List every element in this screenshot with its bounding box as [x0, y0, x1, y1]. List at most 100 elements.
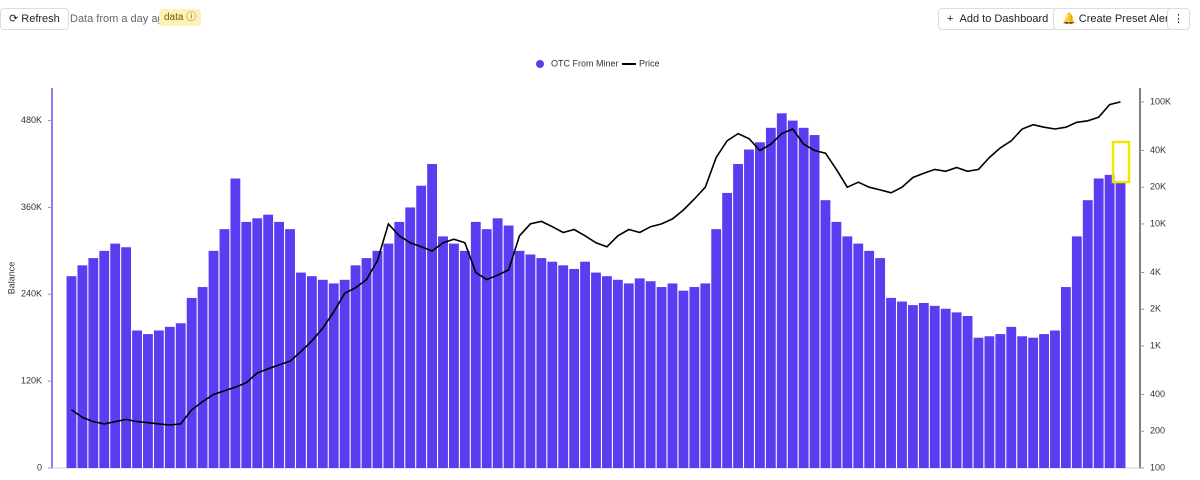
- bar: [274, 221, 285, 468]
- bar: [350, 265, 361, 468]
- bar: [153, 330, 164, 468]
- bar: [547, 261, 558, 468]
- bar: [973, 337, 984, 468]
- bar: [1115, 182, 1126, 468]
- tick-label: 20K: [1150, 182, 1166, 192]
- bar: [1093, 178, 1104, 468]
- bar: [427, 164, 437, 468]
- bar: [1006, 326, 1017, 468]
- bar: [296, 272, 306, 468]
- bar: [438, 236, 448, 468]
- bar: [339, 279, 350, 468]
- bar: [645, 281, 656, 468]
- bar: [1104, 174, 1115, 468]
- tick-label: 0: [37, 462, 42, 472]
- tick-label: 2K: [1150, 304, 1161, 314]
- bar: [787, 120, 798, 469]
- bar: [853, 243, 864, 468]
- bar: [1071, 236, 1082, 468]
- bar: [285, 229, 295, 468]
- alert-label: Create Preset Alert: [1078, 13, 1172, 25]
- bar: [459, 250, 470, 468]
- bar: [449, 243, 459, 468]
- bar: [700, 283, 711, 468]
- bar: [951, 312, 962, 468]
- bar: [525, 254, 536, 468]
- bar: [798, 127, 809, 469]
- bar: [372, 250, 383, 468]
- status: Data from a day ago: [70, 13, 170, 25]
- bar: [503, 225, 514, 468]
- highlight-box: [1111, 140, 1131, 184]
- bar: [897, 301, 907, 468]
- bar: [722, 192, 733, 468]
- bar: [361, 258, 372, 468]
- tick-label: 100: [1150, 462, 1165, 472]
- bar: [230, 178, 241, 468]
- bar: [744, 149, 754, 468]
- bar: [66, 276, 77, 468]
- tick-label: 4K: [1150, 267, 1161, 277]
- y-axis-title: Balance: [6, 262, 16, 295]
- bar: [186, 297, 197, 468]
- menu-button[interactable]: ⋮: [1167, 8, 1190, 30]
- bar: [306, 276, 317, 468]
- bar: [143, 334, 153, 468]
- refresh-label: Refresh: [21, 13, 60, 25]
- bar: [569, 268, 580, 468]
- badge[interactable]: data ⓘ: [159, 9, 202, 26]
- alert-button[interactable]: 🔔 Create Preset Alert: [1053, 8, 1181, 30]
- bar: [678, 290, 689, 468]
- bar: [733, 164, 743, 468]
- bar: [121, 247, 132, 468]
- toolbar: ⟳ Refresh Data from a day ago data ⓘ + A…: [0, 0, 1200, 40]
- refresh-button[interactable]: ⟳ Refresh: [0, 8, 69, 30]
- tick-label: 100K: [1150, 96, 1171, 106]
- bar: [317, 279, 328, 468]
- bar: [602, 276, 612, 468]
- bar: [842, 236, 853, 468]
- bar: [962, 316, 973, 468]
- bar: [1039, 334, 1049, 468]
- bar: [558, 265, 569, 468]
- legend-label: Price: [639, 58, 660, 68]
- tick-label: 480K: [21, 115, 42, 125]
- bar: [88, 258, 99, 468]
- bar: [164, 326, 175, 468]
- bar: [711, 229, 722, 468]
- bar: [383, 243, 394, 468]
- bar: [755, 142, 765, 469]
- badge-label: data: [164, 12, 184, 23]
- bar: [208, 250, 219, 468]
- bar: [612, 279, 623, 468]
- bar: [776, 113, 787, 468]
- bar: [634, 278, 645, 468]
- bar: [623, 283, 634, 468]
- bar: [689, 287, 700, 468]
- bar: [875, 258, 886, 468]
- bar: [536, 258, 547, 468]
- bar: [940, 308, 951, 468]
- legend-swatch: [536, 60, 544, 68]
- bar: [263, 214, 274, 468]
- bar: [219, 229, 230, 468]
- bar: [765, 127, 776, 469]
- bar: [481, 229, 492, 468]
- bar: [1050, 330, 1060, 468]
- add-button[interactable]: + Add to Dashboard: [938, 8, 1058, 30]
- bar: [1017, 336, 1028, 468]
- bar: [1082, 200, 1093, 468]
- bar: [918, 302, 929, 468]
- bar: [77, 265, 88, 468]
- legend-label: OTC From Miner: [551, 58, 619, 68]
- tick-label: 10K: [1150, 218, 1166, 228]
- bar: [820, 200, 831, 468]
- bar: [197, 287, 208, 468]
- tick-label: 200: [1150, 426, 1165, 436]
- bar: [667, 283, 678, 468]
- tick-label: 360K: [21, 202, 42, 212]
- bar: [886, 297, 896, 468]
- bar: [995, 334, 1006, 468]
